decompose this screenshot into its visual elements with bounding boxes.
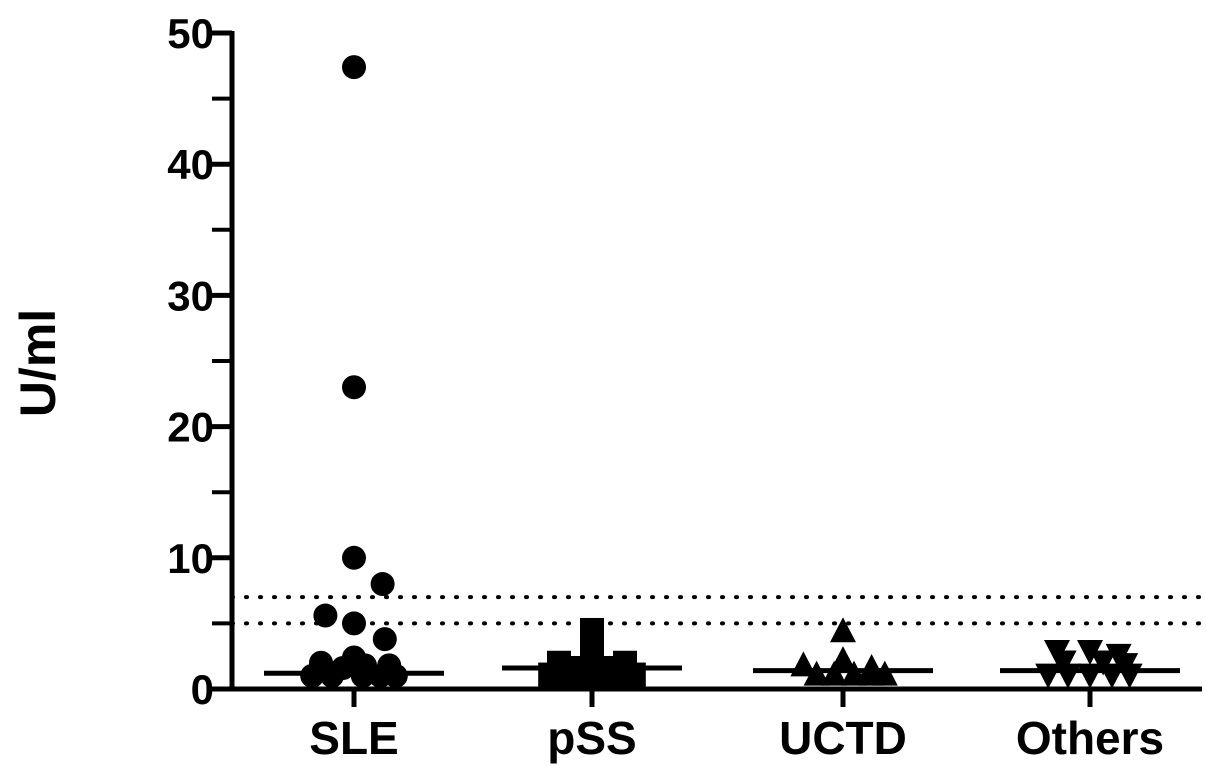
y-tick-label: 30	[167, 272, 214, 319]
data-point	[1035, 663, 1062, 689]
data-point	[1099, 663, 1125, 689]
data-point	[313, 603, 338, 628]
reference-lines	[230, 595, 1204, 626]
data-point	[830, 617, 856, 643]
data-point	[320, 663, 344, 688]
data-point	[1077, 663, 1103, 689]
y-tick-label: 0	[191, 666, 214, 713]
data-points	[300, 55, 1143, 691]
data-point	[821, 660, 848, 686]
x-tick-label: UCTD	[779, 712, 907, 764]
data-point	[370, 572, 395, 597]
x-axis: SLE pSS UCTD Others	[230, 686, 1202, 764]
data-point	[383, 663, 408, 688]
data-point	[569, 666, 593, 691]
y-tick-label: 20	[167, 404, 214, 451]
data-point	[342, 545, 366, 570]
data-point	[1055, 663, 1081, 689]
y-tick-label: 10	[167, 535, 214, 582]
y-axis-title: U/ml	[10, 309, 66, 417]
data-point	[547, 666, 571, 691]
data-point	[372, 627, 397, 652]
data-point	[790, 651, 817, 677]
y-axis: 0 10 20 30 40 50	[167, 10, 235, 713]
data-point	[1090, 650, 1117, 676]
x-tick-label: Others	[1016, 712, 1164, 764]
data-point	[350, 663, 375, 688]
x-tick-label: SLE	[309, 712, 398, 764]
data-point	[342, 375, 366, 400]
data-point	[803, 660, 830, 686]
data-point	[1077, 639, 1103, 665]
data-point	[1116, 663, 1143, 689]
y-tick-label: 40	[167, 141, 214, 188]
data-point	[613, 666, 637, 691]
y-tick-label: 50	[167, 10, 214, 57]
data-point	[841, 660, 867, 686]
data-point	[830, 646, 856, 672]
data-point	[871, 660, 898, 686]
data-point	[1050, 650, 1077, 676]
x-tick-label: pSS	[547, 712, 636, 764]
data-point	[342, 611, 366, 636]
data-point	[342, 55, 366, 80]
data-point	[591, 666, 615, 691]
data-point	[300, 663, 325, 688]
